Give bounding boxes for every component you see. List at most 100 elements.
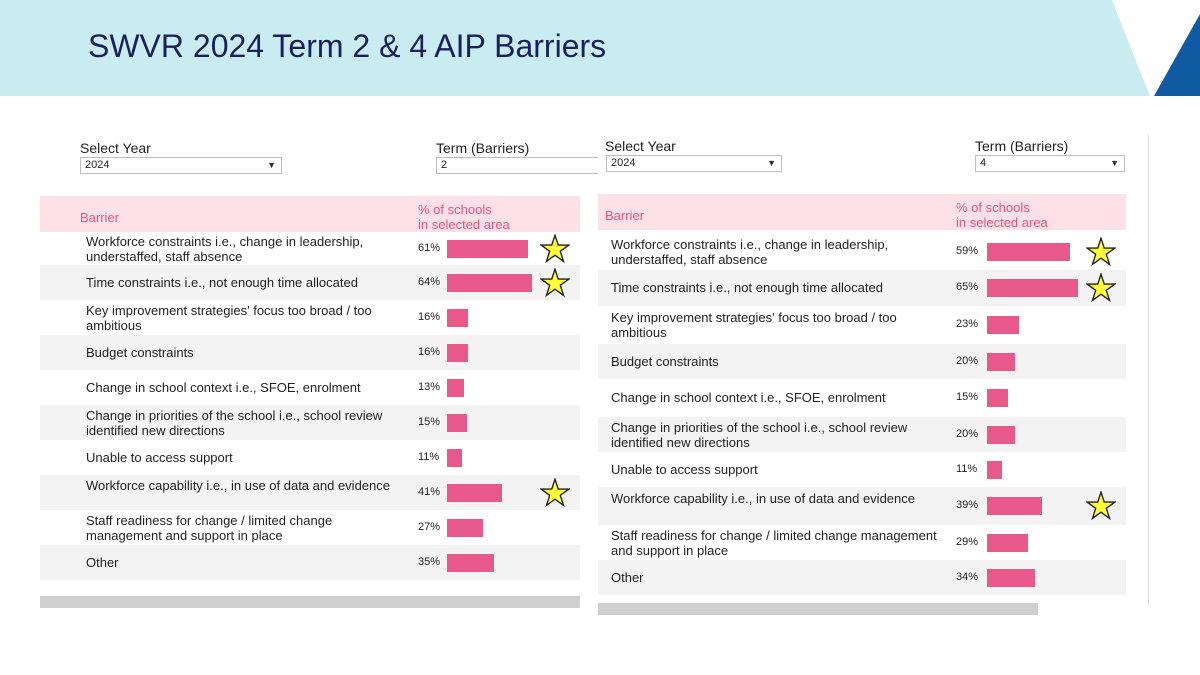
percent-bar	[447, 343, 469, 362]
star-icon	[540, 233, 570, 263]
percent-bar	[987, 568, 1035, 587]
percent-value: 16%	[418, 345, 441, 358]
percent-bar	[987, 425, 1015, 444]
table-row[interactable]: Workforce capability i.e., in use of dat…	[598, 487, 1126, 525]
barrier-label: Change in priorities of the school i.e.,…	[86, 407, 383, 438]
percent-bar	[987, 497, 1042, 515]
barrier-label: Change in school context i.e., SFOE, enr…	[86, 379, 361, 395]
percent-value: 41%	[418, 485, 441, 498]
barrier-label: Time constraints i.e., not enough time a…	[611, 280, 883, 295]
year-dropdown[interactable]: 2024 ▼	[606, 155, 782, 172]
table-row[interactable]: Workforce constraints i.e., change in le…	[598, 234, 1126, 270]
table-row[interactable]: Workforce constraints i.e., change in le…	[40, 232, 580, 265]
barrier-label: Budget constraints	[611, 353, 719, 369]
percent-bar	[447, 553, 494, 572]
barrier-label: Other	[86, 554, 119, 570]
column-header-percent-line2: in selected area	[418, 217, 510, 232]
barrier-label: Key improvement strategies' focus too br…	[86, 302, 372, 333]
barrier-label: Workforce constraints i.e., change in le…	[86, 233, 364, 264]
percent-value: 23%	[956, 318, 979, 330]
table-row[interactable]: Unable to access support 11%	[40, 440, 580, 475]
year-select-label: Select Year	[605, 138, 676, 154]
year-dropdown[interactable]: 2024 ▼	[80, 157, 282, 174]
cropped-panel-edge	[1148, 135, 1149, 605]
chevron-down-icon[interactable]: ▼	[1110, 158, 1119, 168]
percent-value: 65%	[956, 281, 979, 293]
title-banner: SWVR 2024 Term 2 & 4 AIP Barriers	[0, 0, 1200, 96]
percent-bar	[447, 518, 483, 537]
percent-bar	[987, 279, 1078, 297]
table-row[interactable]: Time constraints i.e., not enough time a…	[40, 265, 580, 300]
table-row[interactable]: Staff readiness for change / limited cha…	[598, 525, 1126, 560]
chevron-down-icon[interactable]: ▼	[767, 158, 776, 168]
horizontal-scrollbar[interactable]	[598, 603, 1038, 615]
barrier-label: Workforce capability i.e., in use of dat…	[86, 477, 390, 493]
star-icon	[1086, 273, 1116, 303]
percent-value: 59%	[956, 245, 979, 257]
year-dropdown-value: 2024	[611, 157, 636, 169]
star-icon	[540, 267, 570, 297]
column-header-percent[interactable]: % of schools in selected area	[956, 200, 1048, 230]
table-row[interactable]: Change in school context i.e., SFOE, enr…	[40, 370, 580, 405]
table-row[interactable]: Time constraints i.e., not enough time a…	[598, 270, 1126, 306]
percent-bar	[447, 378, 465, 397]
percent-value: 11%	[418, 450, 440, 463]
column-header-barrier[interactable]: Barrier	[80, 210, 120, 225]
table-row[interactable]: Key improvement strategies' focus too br…	[40, 300, 580, 335]
table-row[interactable]: Workforce capability i.e., in use of dat…	[40, 475, 580, 510]
percent-bar	[987, 533, 1028, 552]
percent-value: 20%	[956, 354, 979, 367]
horizontal-scrollbar[interactable]	[40, 596, 580, 608]
column-header-percent-line1: % of schools	[418, 202, 492, 217]
table-row[interactable]: Key improvement strategies' focus too br…	[598, 306, 1126, 344]
term-dropdown-value: 2	[441, 159, 448, 171]
percent-value: 13%	[418, 380, 441, 393]
column-header-percent-line2: in selected area	[956, 215, 1048, 230]
barrier-label: Staff readiness for change / limited cha…	[86, 512, 333, 543]
chevron-down-icon[interactable]: ▼	[267, 160, 276, 170]
year-dropdown-value: 2024	[85, 159, 110, 171]
banner-graphic	[0, 0, 1200, 96]
percent-value: 15%	[956, 391, 979, 403]
barrier-label: Workforce capability i.e., in use of dat…	[611, 491, 915, 506]
percent-value: 34%	[956, 570, 979, 583]
table-header: Barrier % of schools in selected area	[598, 194, 1126, 230]
table-row[interactable]: Change in school context i.e., SFOE, enr…	[598, 379, 1126, 417]
barrier-label: Change in priorities of the school i.e.,…	[611, 419, 908, 450]
table-row[interactable]: Staff readiness for change / limited cha…	[40, 510, 580, 545]
table-row[interactable]: Budget constraints 20%	[598, 344, 1126, 379]
percent-bar	[447, 483, 502, 502]
percent-value: 15%	[418, 415, 441, 428]
dashboard-panel-term-2: Select Year 2024 ▼ Term (Barriers)2▼ Barrier…	[40, 120, 620, 610]
percent-bar	[987, 352, 1015, 371]
barrier-label: Other	[611, 569, 644, 585]
percent-value: 29%	[956, 535, 979, 548]
term-dropdown[interactable]: 2▼	[436, 157, 620, 174]
percent-bar	[447, 239, 529, 258]
star-icon	[1086, 237, 1116, 267]
term-select-label: Term (Barriers)	[975, 138, 1069, 154]
term-dropdown[interactable]: 4 ▼	[975, 155, 1125, 172]
percent-bar	[447, 308, 469, 327]
table-row[interactable]: Other 35%	[40, 545, 580, 580]
percent-bar	[987, 243, 1070, 261]
percent-bar	[447, 273, 533, 292]
percent-bar	[447, 413, 467, 432]
table-row[interactable]: Budget constraints 16%	[40, 335, 580, 370]
term-dropdown-value: 4	[980, 157, 987, 169]
percent-value: 11%	[956, 462, 978, 475]
barrier-label: Workforce constraints i.e., change in le…	[611, 237, 889, 267]
barrier-label: Unable to access support	[86, 449, 233, 465]
star-icon	[1086, 491, 1116, 521]
column-header-percent[interactable]: % of schools in selected area	[418, 202, 510, 232]
dashboard-panel-term-4: Select Year 2024 ▼ Term (Barriers) 4 ▼ Barrier…	[598, 120, 1126, 615]
table-row[interactable]: Other 34%	[598, 560, 1126, 595]
table-row[interactable]: Change in priorities of the school i.e.,…	[40, 405, 580, 440]
column-header-barrier[interactable]: Barrier	[605, 208, 645, 223]
barrier-label: Time constraints i.e., not enough time a…	[86, 274, 358, 290]
table-row[interactable]: Change in priorities of the school i.e.,…	[598, 417, 1126, 452]
percent-bar	[987, 389, 1008, 407]
table-row[interactable]: Unable to access support 11%	[598, 452, 1126, 487]
percent-value: 20%	[956, 427, 979, 440]
star-icon	[540, 477, 570, 507]
